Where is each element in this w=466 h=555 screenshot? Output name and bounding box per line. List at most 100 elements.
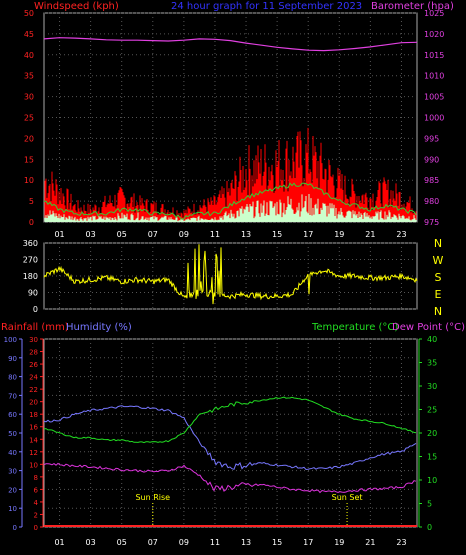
humidity-tick-label: 10 xyxy=(8,505,17,513)
direction-tick-label: 0 xyxy=(33,305,38,314)
dewpoint-axis-label: Dew Point (°C) xyxy=(392,322,465,333)
wind-x-tick-label: 17 xyxy=(303,230,313,239)
wind-grid xyxy=(44,12,417,223)
wind-right-tick-label: 1015 xyxy=(424,51,444,60)
rainfall-tick-label: 6 xyxy=(34,486,39,494)
humidity-tick-label: 90 xyxy=(8,355,17,363)
wind-left-tick-label: 40 xyxy=(24,51,34,60)
rainfall-tick-label: 2 xyxy=(34,511,38,519)
temperature-tick-label: 40 xyxy=(427,335,437,344)
wind-right-tick-label: 1025 xyxy=(424,9,444,18)
wind-series-group xyxy=(43,37,418,222)
wind-x-tick-label: 11 xyxy=(210,230,220,239)
wind-right-tick-label: 990 xyxy=(424,155,439,164)
rainfall-tick-label: 18 xyxy=(29,411,38,419)
temperature-tick-label: 0 xyxy=(427,523,432,532)
wind-right-tick-label: 1010 xyxy=(424,72,444,81)
weather-x-tick-label: 15 xyxy=(272,538,282,547)
rainfall-tick-label: 16 xyxy=(29,424,38,432)
direction-tick-label: 360 xyxy=(23,239,38,248)
wind-x-tick-label: 09 xyxy=(179,230,189,239)
weather-x-tick-label: 19 xyxy=(334,538,344,547)
wind-right-tick-label: 1000 xyxy=(424,114,444,123)
direction-tick-label: 270 xyxy=(23,256,38,265)
rainfall-tick-label: 28 xyxy=(29,349,38,357)
temperature-tick-label: 10 xyxy=(427,476,437,485)
rainfall-tick-label: 26 xyxy=(29,361,38,369)
rainfall-tick-label: 24 xyxy=(29,374,38,382)
direction-plot-frame xyxy=(43,242,418,310)
wind-x-tick-label: 23 xyxy=(396,230,406,239)
temperature-tick-label: 20 xyxy=(427,429,437,438)
sun-event-label: Sun Set xyxy=(332,493,363,502)
wind-right-tick-label: 980 xyxy=(424,197,439,206)
weather-series-group: Sun Rise Sun Set xyxy=(43,396,417,527)
compass-label: S xyxy=(435,271,442,284)
rainfall-tick-label: 20 xyxy=(29,399,38,407)
humidity-axis-label: Humidity (%) xyxy=(66,322,132,333)
humidity-tick-label: 100 xyxy=(4,336,17,344)
wind-right-tick-label: 995 xyxy=(424,134,439,143)
wind-right-tick-label: 985 xyxy=(424,176,439,185)
weather-x-tick-label: 21 xyxy=(365,538,375,547)
temperature-tick-label: 5 xyxy=(427,500,432,509)
rainfall-tick-label: 22 xyxy=(29,386,38,394)
rainfall-tick-label: 0 xyxy=(34,524,38,532)
wind-left-tick-label: 15 xyxy=(24,155,34,164)
wind-left-tick-label: 45 xyxy=(24,30,34,39)
rainfall-tick-label: 14 xyxy=(29,436,38,444)
chart-title: 24 hour graph for 11 September 2023 xyxy=(171,1,362,12)
wind-left-tick-label: 30 xyxy=(24,93,34,102)
humidity-tick-label: 70 xyxy=(8,392,17,400)
humidity-tick-label: 20 xyxy=(8,486,17,494)
temperature-line xyxy=(43,396,417,444)
humidity-tick-label: 50 xyxy=(8,430,17,438)
humidity-tick-label: 30 xyxy=(8,468,17,476)
wind-left-tick-label: 25 xyxy=(24,114,34,123)
rainfall-tick-label: 4 xyxy=(34,499,39,507)
wind-left-tick-label: 5 xyxy=(29,197,34,206)
weather-axes: 0102030405060708090100024681012141618202… xyxy=(4,335,438,547)
temperature-tick-label: 35 xyxy=(427,359,437,368)
temperature-tick-label: 25 xyxy=(427,406,437,415)
temperature-tick-label: 30 xyxy=(427,382,437,391)
weather-grid xyxy=(44,338,417,528)
compass-label: N xyxy=(434,237,442,250)
wind-x-tick-label: 21 xyxy=(365,230,375,239)
compass-label: E xyxy=(435,288,442,301)
direction-grid xyxy=(44,242,417,310)
wind-right-tick-label: 1020 xyxy=(424,30,444,39)
weather-x-tick-label: 03 xyxy=(86,538,96,547)
sun-event-label: Sun Rise xyxy=(135,493,170,502)
wind-x-tick-label: 15 xyxy=(272,230,282,239)
dewpoint-line xyxy=(43,462,417,494)
temperature-tick-label: 15 xyxy=(427,453,437,462)
rainfall-tick-label: 12 xyxy=(29,449,38,457)
rainfall-tick-label: 30 xyxy=(29,336,38,344)
direction-series-group xyxy=(43,244,418,305)
wind-right-tick-label: 975 xyxy=(424,218,439,227)
wind-right-tick-label: 1005 xyxy=(424,93,444,102)
direction-tick-label: 180 xyxy=(23,272,38,281)
barometer-line xyxy=(43,37,418,52)
wind-direction-line xyxy=(43,244,418,305)
humidity-tick-label: 40 xyxy=(8,449,17,457)
humidity-tick-label: 80 xyxy=(8,374,17,382)
weather-x-tick-label: 07 xyxy=(148,538,158,547)
barometer-axis-label: Barometer (hpa) xyxy=(371,1,454,12)
rainfall-tick-label: 10 xyxy=(29,461,38,469)
weather-x-tick-label: 17 xyxy=(303,538,313,547)
weather-x-tick-label: 13 xyxy=(241,538,251,547)
wind-x-tick-label: 07 xyxy=(148,230,158,239)
weather-x-tick-label: 23 xyxy=(396,538,406,547)
wind-x-tick-label: 13 xyxy=(241,230,251,239)
wind-x-tick-label: 01 xyxy=(54,230,64,239)
weather-x-tick-label: 01 xyxy=(54,538,64,547)
temperature-axis-label: Temperature (°C) xyxy=(311,322,398,333)
humidity-tick-label: 60 xyxy=(8,411,17,419)
humidity-line xyxy=(43,405,417,471)
wind-barometer-panel: 0510152025303540455097598098599099510001… xyxy=(24,1,454,239)
